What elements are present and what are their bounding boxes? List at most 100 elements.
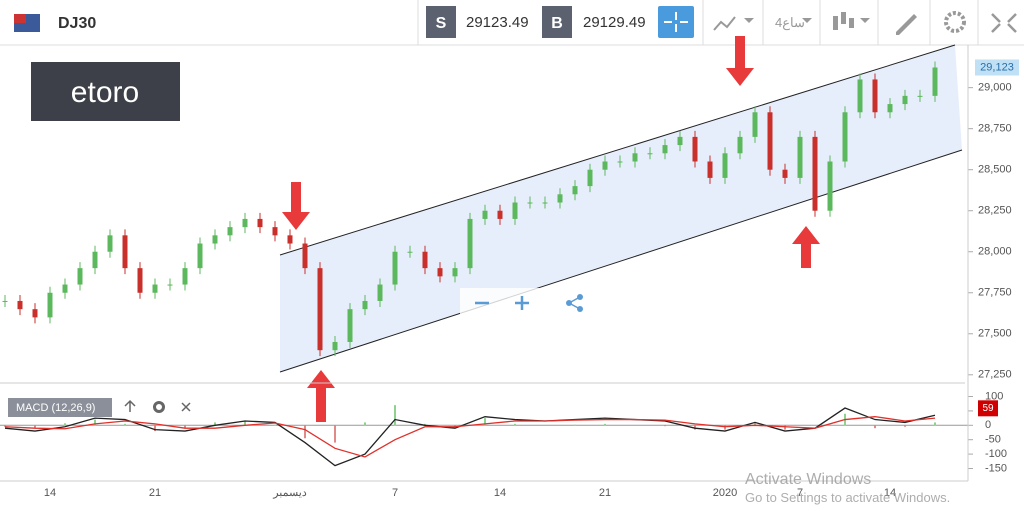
candle-body [722, 153, 728, 178]
histogram-bar [184, 425, 186, 429]
histogram-bar [304, 425, 306, 439]
channel-area [280, 45, 962, 372]
arrow-up [792, 226, 820, 268]
y-tick-label: 28,250 [978, 205, 1012, 217]
histogram-bar [694, 425, 696, 430]
candle-body [137, 268, 143, 293]
price-plot: 29,000 28,750 28,500 28,250 28,000 27,750 27,5… [0, 59, 1019, 499]
candle-body [152, 284, 158, 293]
histogram-bar [874, 425, 876, 429]
arrow-down [282, 182, 310, 230]
y-tick-label: 100 [985, 390, 1003, 402]
candle-body [857, 79, 863, 113]
candle-body [362, 300, 368, 310]
buy-price[interactable]: 29129.49 [583, 14, 646, 31]
candle-body [107, 235, 113, 252]
symbol: DJ30 [58, 15, 96, 32]
histogram-bar [64, 423, 66, 426]
candle-body [17, 300, 23, 310]
candle-body [572, 186, 578, 195]
y-tick-label: 27,750 [978, 287, 1012, 299]
dropdown-icon [802, 18, 812, 23]
candle-body [797, 136, 803, 178]
histogram-bar [394, 405, 396, 426]
indicator-settings-icon[interactable] [153, 401, 165, 413]
toolbar: DJ30 S 29123.49 B 29129.49 4ساع [0, 0, 1024, 46]
move-up-icon[interactable] [124, 399, 136, 412]
candle-body [392, 251, 398, 285]
candle-body [932, 67, 938, 96]
histogram-bar [484, 418, 486, 426]
sell-price[interactable]: 29123.49 [466, 14, 529, 31]
watermark-subtitle: Go to Settings to activate Windows. [745, 490, 950, 505]
candle-body [707, 161, 713, 178]
candle-body [2, 300, 8, 302]
candle-body [332, 341, 338, 351]
candle-body [887, 104, 893, 113]
crosshair-icon [664, 12, 688, 32]
settings-icon[interactable] [944, 11, 966, 33]
y-tick-label: -50 [985, 434, 1001, 446]
candle-body [302, 243, 308, 269]
candle-body [407, 251, 413, 253]
candle-body [632, 153, 638, 162]
last-price-badge [975, 59, 1019, 76]
logo: etoro [71, 76, 139, 109]
histogram-bar [664, 425, 666, 427]
draw-icon[interactable] [896, 14, 917, 35]
histogram-bar [724, 425, 726, 430]
candle-body [452, 268, 458, 277]
x-tick-label: 7 [797, 487, 803, 499]
histogram-bar [124, 423, 126, 426]
candle-body [512, 202, 518, 219]
histogram-bar [364, 422, 366, 426]
x-tick-label: 7 [392, 487, 398, 499]
candle-body [677, 136, 683, 146]
histogram-bar [4, 425, 6, 427]
chart-type-icon[interactable] [713, 16, 736, 31]
candle-body [437, 268, 443, 277]
candle-body [782, 169, 788, 178]
candle-body [692, 136, 698, 162]
candle-body [272, 227, 278, 236]
y-tick-label: 29,000 [978, 82, 1012, 94]
y-tick-label: 27,250 [978, 369, 1012, 381]
crosshair-button[interactable] [658, 6, 694, 38]
candle-body [122, 235, 128, 269]
arrow-down [726, 36, 754, 86]
sell-label: S [436, 15, 447, 32]
candle-body [752, 112, 758, 137]
timeframe[interactable]: 4ساع [775, 15, 805, 31]
remove-icon[interactable] [181, 402, 191, 412]
sell-button[interactable] [426, 6, 456, 38]
candle-body [602, 161, 608, 170]
candle-body [257, 218, 263, 228]
x-tick-label: 21 [149, 487, 161, 499]
y-tick-label: 28,750 [978, 123, 1012, 135]
buy-button[interactable] [542, 6, 572, 38]
candle-body [917, 95, 923, 97]
zoom-in[interactable] [515, 296, 529, 310]
histogram-bar [454, 425, 456, 427]
x-tick-label: 21 [599, 487, 611, 499]
candles-icon[interactable] [833, 12, 854, 30]
collapse-icon[interactable] [991, 13, 1017, 33]
candle-body [617, 161, 623, 163]
histogram-bar [934, 422, 936, 426]
channel-line [279, 149, 963, 373]
candle-body [212, 235, 218, 244]
histogram-bar [424, 423, 426, 426]
candle-body [287, 235, 293, 244]
x-tick-label: 14 [884, 487, 896, 499]
share-icon[interactable] [566, 294, 583, 312]
histogram-bar [574, 424, 576, 426]
candle-body [497, 210, 503, 219]
candle-body [647, 153, 653, 155]
zoom-controls [460, 288, 544, 318]
buy-label: B [551, 15, 563, 32]
logo-bg [31, 62, 180, 121]
histogram-bar [244, 420, 246, 426]
candle-body [662, 145, 668, 154]
candle-body [317, 268, 323, 351]
x-tick-label: 14 [44, 487, 56, 499]
